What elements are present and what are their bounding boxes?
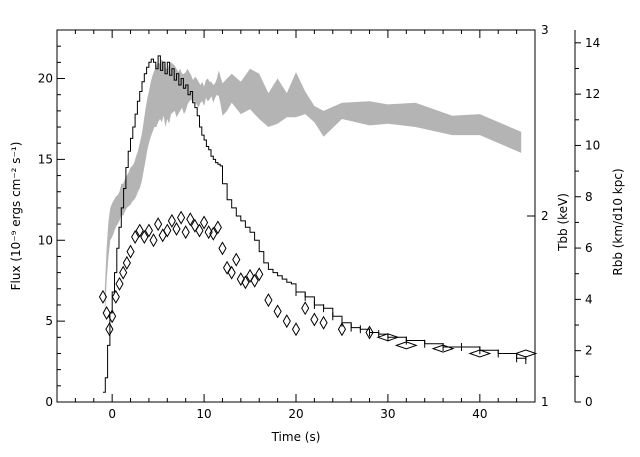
tbb-tick-label: 1 — [541, 395, 549, 409]
rbb-diamond-point — [131, 230, 140, 245]
flux-step-layer — [103, 55, 527, 393]
flux-step-line — [103, 55, 527, 393]
flux-axis-ticks: 0 5 10 15 20 — [38, 29, 65, 409]
rbb-diamond-point — [291, 322, 301, 337]
rbb-diamond-point — [245, 268, 255, 283]
rbb-diamond-point — [199, 215, 209, 230]
flux-tick-label: 15 — [38, 152, 53, 166]
flux-tick-label: 0 — [45, 395, 53, 409]
x-tick-label: 10 — [196, 407, 211, 421]
rbb-diamond-point — [105, 322, 114, 337]
tbb-axis-title: Tbb (keV) — [556, 193, 570, 252]
rbb-diamond-point — [119, 265, 128, 280]
rbb-tick-label: 12 — [585, 87, 600, 101]
rbb-diamond-point — [273, 304, 282, 319]
rbb-diamond-point — [337, 322, 347, 337]
flux-tick-label: 5 — [45, 314, 53, 328]
rbb-diamond-point — [177, 210, 186, 225]
rbb-tick-label: 0 — [585, 395, 593, 409]
rbb-diamond-point — [241, 275, 250, 290]
rbb-diamond-point — [218, 241, 227, 256]
rbb-diamond-point — [365, 325, 374, 340]
rbb-diamond-point — [154, 217, 163, 232]
rbb-diamond-point — [149, 233, 158, 248]
tbb-tick-label: 3 — [541, 23, 549, 37]
rbb-diamond-point — [140, 230, 149, 245]
rbb-diamond-point — [102, 306, 111, 321]
rbb-tick-label: 14 — [585, 36, 600, 50]
tbb-band-layer — [104, 59, 522, 322]
rbb-diamond-point — [115, 276, 124, 291]
rbb-diamond-point — [250, 273, 259, 288]
rbb-diamond-point — [108, 309, 117, 324]
rbb-diamond-point — [195, 223, 204, 238]
rbb-diamond-point — [264, 293, 273, 308]
rbb-diamond-point — [122, 255, 131, 270]
rbb-diamond-point — [431, 344, 455, 353]
rbb-axis-title: Rbb (km/d10 kpc) — [611, 168, 625, 275]
rbb-diamond-point — [319, 315, 328, 330]
rbb-diamond-point — [163, 223, 172, 238]
rbb-tick-label: 10 — [585, 138, 600, 152]
rbb-tick-label: 8 — [585, 190, 593, 204]
rbb-diamond-point — [167, 213, 176, 228]
rbb-diamond-point — [98, 289, 108, 304]
rbb-diamond-point — [376, 333, 400, 342]
rbb-tick-label: 2 — [585, 344, 593, 358]
rbb-diamond-point — [255, 267, 264, 282]
x-axis-title: Time (s) — [271, 430, 321, 444]
x-tick-label: 40 — [472, 407, 487, 421]
rbb-diamond-point — [135, 223, 144, 238]
flux-tick-label: 10 — [38, 233, 53, 247]
rbb-diamond-point — [181, 225, 190, 240]
rbb-diamond-point — [144, 223, 154, 238]
rbb-diamond-point — [111, 289, 120, 304]
rbb-diamond-point — [227, 265, 236, 280]
rbb-diamond-point — [301, 301, 310, 316]
rbb-diamond-layer — [98, 210, 538, 358]
rbb-diamond-point — [158, 228, 167, 243]
tbb-tick-label: 2 — [541, 209, 549, 223]
tbb-axis-ticks: 1 2 3 — [527, 23, 549, 409]
rbb-diamond-point — [282, 314, 291, 329]
x-tick-label: 20 — [288, 407, 303, 421]
rbb-diamond-point — [190, 218, 199, 233]
rbb-diamond-point — [204, 225, 213, 240]
rbb-tick-label: 4 — [585, 292, 593, 306]
rbb-diamond-point — [186, 212, 195, 227]
tbb-band — [104, 59, 522, 322]
rbb-diamond-point — [514, 349, 538, 358]
x-tick-label: 0 — [108, 407, 116, 421]
x-tick-label: 30 — [380, 407, 395, 421]
rbb-tick-label: 6 — [585, 241, 593, 255]
x-axis-ticks: 0 10 20 30 40 — [56, 30, 536, 421]
rbb-diamond-point — [394, 341, 418, 350]
rbb-diamond-point — [222, 260, 232, 275]
flux-axis-title: Flux (10⁻⁹ ergs cm⁻² s⁻¹) — [9, 142, 23, 291]
rbb-diamond-point — [209, 226, 218, 241]
rbb-diamond-point — [468, 349, 492, 358]
rbb-diamond-point — [310, 312, 319, 327]
flux-tick-label: 20 — [38, 72, 53, 86]
rbb-diamond-point — [232, 252, 241, 267]
rbb-axis-ticks: 0 2 4 6 8 10 12 14 — [575, 36, 600, 409]
rbb-diamond-point — [236, 272, 245, 287]
rbb-diamond-point — [172, 221, 181, 236]
rbb-diamond-point — [213, 220, 222, 235]
rbb-diamond-point — [126, 244, 135, 259]
